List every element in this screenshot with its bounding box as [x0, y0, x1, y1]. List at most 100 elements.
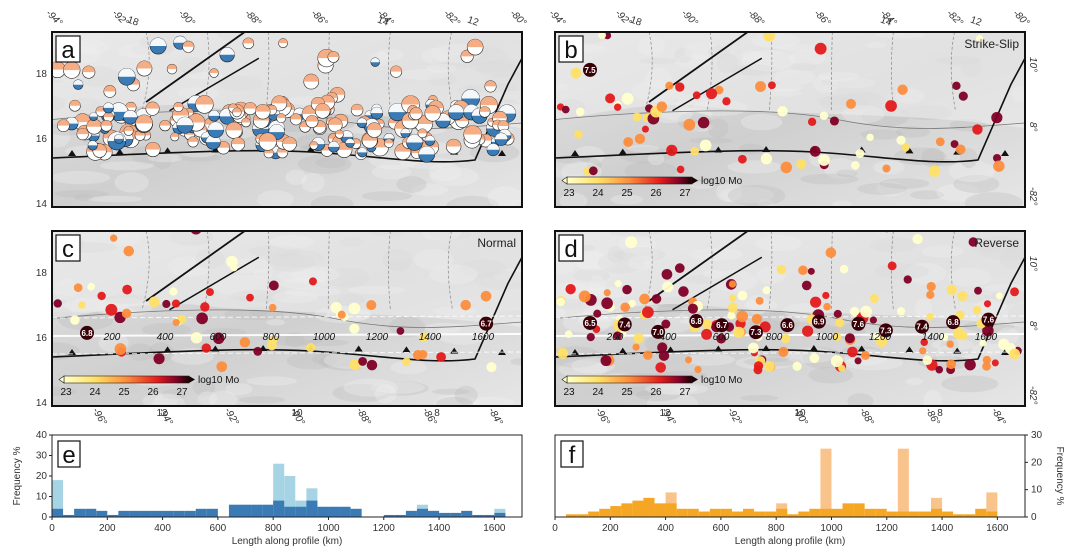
trench-triangle — [618, 148, 627, 155]
histogram-bar — [439, 512, 451, 517]
beachball-quadrant — [241, 117, 251, 123]
profile-distance-label: 800 — [263, 332, 280, 343]
histogram-bar — [195, 508, 207, 517]
magnitude-marker — [946, 315, 961, 330]
grid-tick: 18 — [629, 15, 644, 29]
event-dot — [950, 140, 959, 149]
beachball-quadrant — [384, 138, 394, 144]
beachball-quadrant — [278, 38, 288, 44]
event-dot — [979, 339, 987, 347]
histogram-bar — [698, 511, 710, 517]
histogram-bar — [450, 512, 462, 517]
event-dot — [253, 346, 263, 356]
event-dot — [330, 302, 342, 314]
histogram-bar — [599, 508, 611, 517]
border-line — [265, 231, 270, 310]
event-dot — [972, 305, 982, 315]
event-dot — [768, 81, 776, 90]
relief-shade — [727, 184, 786, 207]
magnitude-marker — [981, 312, 996, 327]
event-dot — [992, 153, 1002, 163]
focal-mechanism — [303, 73, 320, 90]
event-dot — [807, 117, 817, 126]
event-dot — [358, 356, 368, 366]
histogram-bar — [140, 510, 152, 517]
event-dot — [676, 165, 685, 174]
relief-shade — [52, 170, 111, 185]
event-dot — [348, 302, 361, 315]
focal-mechanism — [406, 134, 423, 151]
colorbar — [63, 375, 190, 384]
event-dot — [268, 303, 277, 312]
event-dot — [809, 145, 821, 157]
relief-shade — [738, 143, 765, 155]
beachball-quadrant — [69, 100, 81, 106]
beachball-quadrant — [461, 89, 480, 99]
event-dot — [801, 280, 812, 291]
event-dot — [53, 299, 62, 308]
histogram-bar — [206, 508, 218, 517]
beachball-quadrant — [103, 112, 114, 118]
x-tick-label: 1200 — [876, 523, 899, 534]
event-dot — [844, 333, 855, 344]
focal-mechanism — [103, 111, 114, 123]
event-dot — [675, 82, 685, 92]
relief-shade — [429, 167, 479, 187]
colorbar — [566, 375, 693, 384]
focal-mechanism — [76, 127, 89, 141]
focal-mechanism — [87, 140, 98, 151]
border-line — [265, 32, 270, 111]
event-dot — [556, 297, 565, 307]
event-dot — [851, 161, 860, 170]
magnitude-label: 7.4 — [916, 323, 928, 332]
magnitude-marker — [80, 325, 95, 340]
histogram-bar — [107, 514, 119, 517]
focal-mechanism — [424, 105, 441, 122]
event-dot — [991, 112, 1003, 124]
relief-shade — [832, 200, 852, 207]
event-dot — [643, 350, 653, 360]
relief-shade — [571, 146, 605, 166]
magnitude-marker — [479, 316, 494, 331]
relief-shade — [301, 173, 325, 193]
histogram-bar — [919, 511, 931, 517]
event-dot — [305, 342, 316, 353]
histogram-bar — [461, 510, 473, 517]
event-dot — [737, 154, 747, 164]
right-tick: 10° — [1027, 57, 1038, 72]
relief-shade — [343, 378, 398, 397]
profile-edge — [52, 351, 522, 355]
panel-label: e — [62, 442, 75, 469]
border-line — [706, 32, 713, 111]
beachball-quadrant — [103, 102, 114, 108]
y-tick-label: 20 — [1031, 457, 1043, 468]
histogram-bar-secondary — [820, 448, 832, 517]
event-dot — [974, 286, 982, 295]
relief-shade — [510, 358, 522, 366]
histogram-bar — [350, 508, 362, 517]
event-dot — [639, 293, 650, 305]
event-dot — [737, 290, 748, 301]
event-dot — [802, 325, 814, 337]
event-dot — [928, 165, 941, 177]
event-dot — [620, 302, 630, 313]
event-dot — [349, 323, 360, 334]
event-dot — [946, 284, 958, 296]
grid-tick: 12 — [969, 15, 984, 29]
x-tick-label: 400 — [657, 523, 674, 534]
histogram-bar — [665, 503, 677, 517]
histogram-bar — [273, 500, 285, 517]
histogram-bar — [731, 511, 743, 517]
focal-mechanism — [69, 99, 81, 112]
beachball-quadrant — [480, 96, 498, 106]
focal-mechanism — [103, 102, 114, 114]
event-dot — [792, 361, 802, 371]
histogram-bar-secondary — [986, 492, 998, 517]
focal-mechanism — [72, 79, 84, 90]
event-dot — [593, 309, 602, 318]
magnitude-label: 7.3 — [880, 326, 892, 335]
relief-shade — [390, 360, 427, 375]
grid-tick: 12 — [466, 15, 481, 29]
event-dot — [975, 34, 984, 43]
relief-shade — [921, 147, 945, 168]
